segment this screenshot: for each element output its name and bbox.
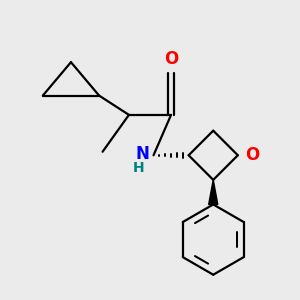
Text: O: O bbox=[164, 50, 178, 68]
Text: N: N bbox=[135, 145, 149, 163]
Text: O: O bbox=[246, 146, 260, 164]
Polygon shape bbox=[209, 180, 218, 205]
Text: H: H bbox=[133, 160, 145, 175]
